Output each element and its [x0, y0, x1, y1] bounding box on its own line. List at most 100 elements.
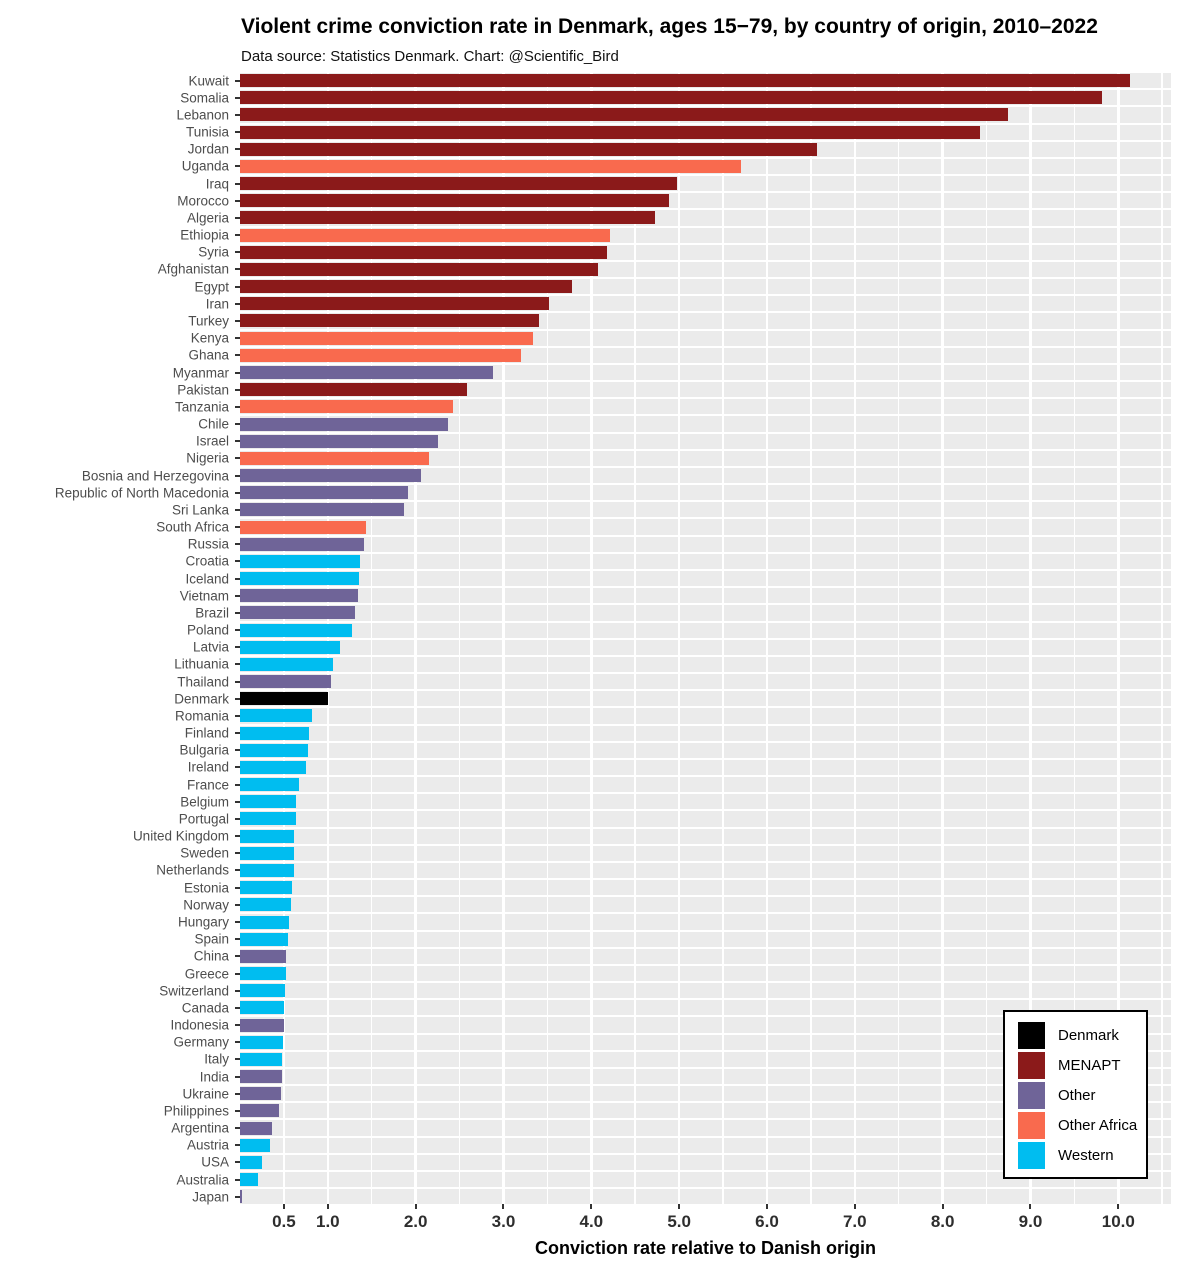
country-label: Somalia: [180, 90, 229, 106]
y-tick-mark: [235, 508, 240, 511]
bar: [240, 314, 539, 328]
country-label: Greece: [184, 966, 229, 982]
bar-row: Iraq: [206, 176, 1171, 194]
legend-label: Western: [1058, 1146, 1114, 1164]
bar: [240, 657, 334, 671]
bar: [240, 417, 449, 431]
y-tick-mark: [235, 1178, 240, 1181]
y-tick-mark: [235, 440, 240, 443]
country-label: Hungary: [177, 914, 229, 930]
bar-row: Republic of North Macedonia: [55, 485, 1171, 503]
bar-row: Poland: [187, 623, 1171, 640]
x-tick-mark: [1029, 1204, 1032, 1209]
country-label: Argentina: [171, 1120, 229, 1136]
bar-row: Finland: [185, 726, 1171, 743]
y-tick-mark: [235, 302, 240, 305]
bar: [240, 898, 291, 912]
bar: [240, 863, 294, 877]
bar: [240, 297, 550, 311]
y-tick-mark: [235, 903, 240, 906]
y-tick-mark: [235, 457, 240, 460]
country-label: Turkey: [188, 313, 229, 329]
country-label: Iran: [205, 296, 229, 312]
country-label: Vietnam: [179, 588, 229, 604]
country-label: Tanzania: [174, 399, 229, 415]
bar: [240, 280, 572, 294]
x-tick-label: 10.0: [1101, 1212, 1135, 1231]
bar-row: Latvia: [193, 640, 1171, 657]
country-label: Belgium: [180, 794, 229, 810]
y-tick-mark: [235, 131, 240, 134]
bar: [240, 383, 468, 397]
y-tick-mark: [235, 697, 240, 700]
y-tick-mark: [235, 835, 240, 838]
country-label: Netherlands: [156, 862, 229, 878]
bar-row: Brazil: [195, 605, 1171, 623]
bar: [240, 760, 306, 774]
y-tick-mark: [235, 749, 240, 752]
country-label: Canada: [181, 1000, 229, 1016]
country-label: Ireland: [187, 759, 229, 775]
y-tick-mark: [235, 474, 240, 477]
country-label: Thailand: [177, 674, 229, 690]
bar: [240, 1001, 284, 1015]
bar: [240, 967, 286, 981]
y-tick-mark: [235, 680, 240, 683]
y-tick-mark: [235, 96, 240, 99]
x-tick-label: 2.0: [403, 1212, 428, 1231]
legend-item: MENAPT: [1018, 1050, 1146, 1080]
bar-row: USA: [201, 1155, 1171, 1172]
country-label: Norway: [183, 897, 229, 913]
y-tick-mark: [235, 1041, 240, 1044]
country-label: Germany: [173, 1034, 229, 1050]
country-label: Lithuania: [174, 656, 229, 672]
y-tick-mark: [235, 938, 240, 941]
country-label: Kuwait: [188, 73, 229, 89]
y-tick-mark: [235, 989, 240, 992]
bar-row: Syria: [198, 245, 1171, 262]
bar: [240, 1070, 283, 1084]
y-tick-mark: [235, 611, 240, 614]
y-tick-mark: [235, 852, 240, 855]
bar-row: Jordan: [188, 142, 1171, 159]
bar: [240, 159, 741, 173]
y-tick-mark: [235, 817, 240, 820]
bar: [240, 726, 310, 740]
chart-subtitle: Data source: Statistics Denmark. Chart: …: [241, 48, 619, 65]
country-label: Republic of North Macedonia: [54, 485, 229, 501]
country-label: Russia: [187, 536, 229, 552]
chart-title: Violent crime conviction rate in Denmark…: [241, 15, 1098, 38]
bar: [240, 520, 367, 534]
bar-row: Japan: [192, 1189, 1171, 1204]
bar-row: China: [194, 949, 1171, 966]
bar: [240, 692, 328, 706]
country-label: Romania: [174, 708, 229, 724]
plot-panel: Kuwait Somalia Lebanon Tunisia Jordan Uganda I…: [55, 73, 1171, 1204]
x-tick-mark: [765, 1204, 768, 1209]
country-label: Philippines: [163, 1103, 229, 1119]
x-tick-mark: [853, 1204, 856, 1209]
country-label: Jordan: [187, 141, 229, 157]
country-label: Ghana: [188, 347, 229, 363]
bar: [240, 537, 364, 551]
bar-row: Ireland: [188, 760, 1171, 778]
bar-row: United Kingdom: [133, 829, 1171, 846]
bar-row: Israel: [196, 434, 1171, 451]
country-label: Algeria: [186, 210, 229, 226]
bar: [240, 675, 332, 689]
y-tick-mark: [235, 165, 240, 168]
bar: [240, 1087, 282, 1101]
country-label: Austria: [186, 1137, 229, 1153]
bar: [240, 829, 295, 843]
bar-row: Sweden: [180, 846, 1171, 863]
bar: [240, 211, 655, 225]
bar-row: Afghanistan: [158, 262, 1171, 280]
bar-row: Canada: [182, 1000, 1171, 1018]
legend-label: Other Africa: [1058, 1116, 1138, 1134]
bar: [240, 932, 289, 946]
bar: [240, 469, 421, 483]
legend-label: Denmark: [1058, 1026, 1119, 1044]
y-tick-mark: [235, 405, 240, 408]
y-tick-mark: [235, 354, 240, 357]
legend-item: Other Africa: [1018, 1110, 1146, 1140]
